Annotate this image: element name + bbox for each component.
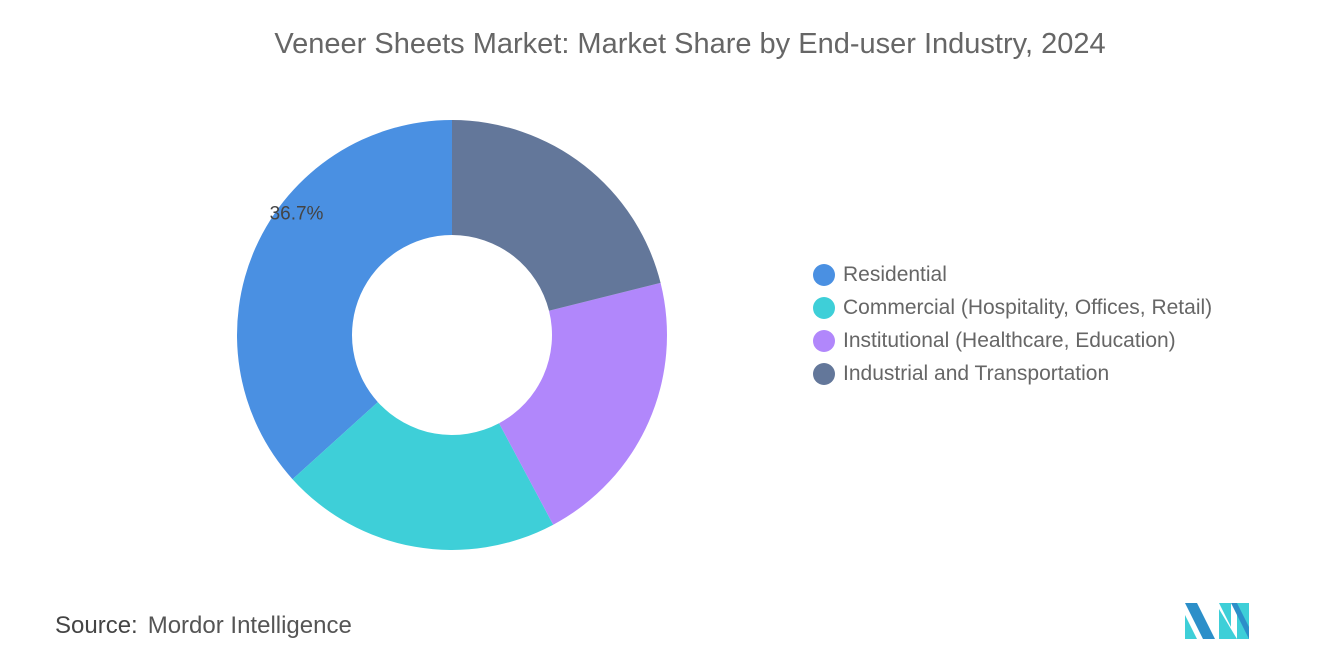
chart-title: Veneer Sheets Market: Market Share by En… (274, 28, 1106, 60)
mordor-logo (1185, 603, 1249, 639)
legend-item: Institutional (Healthcare, Education) (813, 324, 1212, 357)
legend-label: Commercial (Hospitality, Offices, Retail… (843, 295, 1213, 319)
data-label: 36.7% (270, 203, 324, 224)
legend-item: Commercial (Hospitality, Offices, Retail… (813, 291, 1212, 324)
legend-swatch (813, 296, 835, 319)
legend-swatch (813, 329, 835, 352)
slice-industrial (452, 120, 661, 311)
legend-label: Residential (843, 262, 947, 286)
legend-item: Residential (813, 258, 1212, 291)
source-label: Source: (55, 612, 138, 639)
legend-label: Industrial and Transportation (843, 361, 1110, 385)
slice-institutional (499, 282, 667, 525)
source-value: Mordor Intelligence (147, 612, 352, 639)
legend-swatch (813, 362, 835, 385)
legend-label: Institutional (Healthcare, Education) (843, 328, 1176, 352)
slice-residential (237, 120, 452, 480)
slice-commercial (292, 402, 554, 551)
legend-swatch (813, 263, 835, 286)
legend-item: Industrial and Transportation (813, 357, 1212, 390)
legend: Residential Commercial (Hospitality, Offi… (813, 258, 1212, 390)
source: Source: Mordor Intelligence (55, 612, 352, 640)
